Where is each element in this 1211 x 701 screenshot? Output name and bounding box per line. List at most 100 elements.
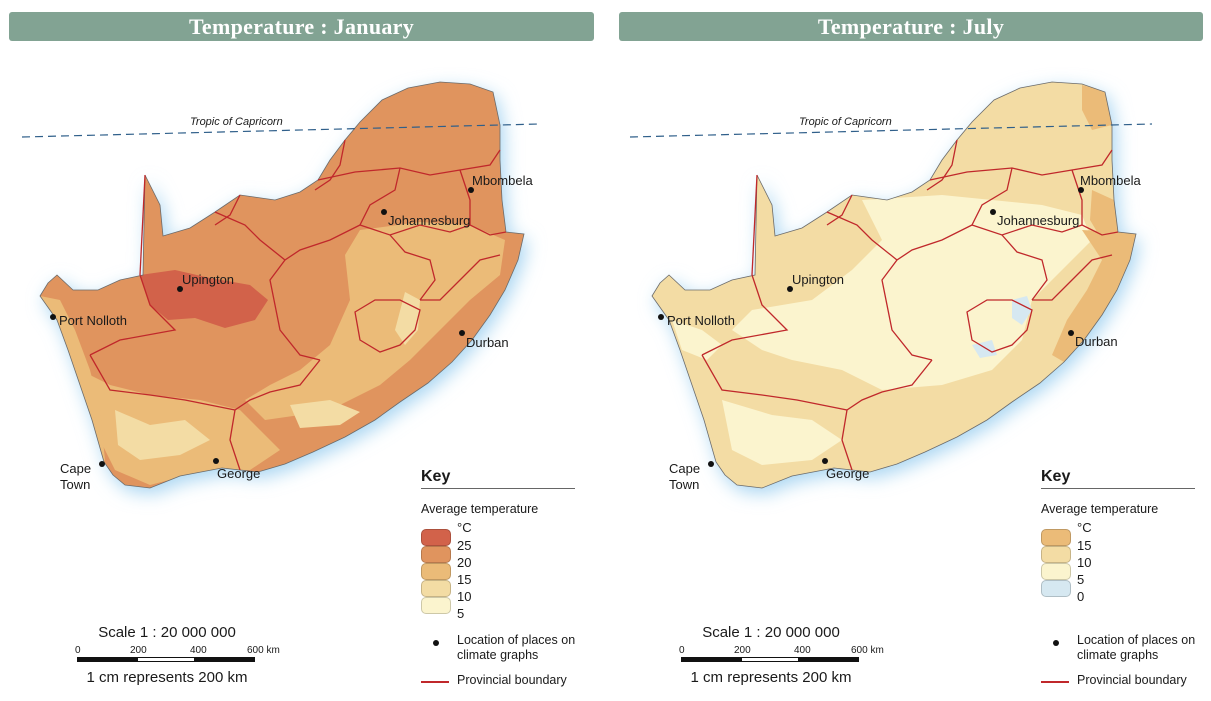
scale-segment — [195, 657, 255, 662]
boundary-line-icon — [421, 681, 449, 683]
scale-tick: 400 — [794, 645, 811, 656]
zone-5-interior — [732, 195, 1092, 390]
key-title: Key — [1041, 468, 1195, 489]
place-dot — [658, 314, 664, 320]
zone-10-west-cape — [115, 410, 210, 460]
tropic-line — [629, 123, 1153, 138]
swatch-10 — [1041, 546, 1071, 563]
key-boundary-label: Provincial boundary — [457, 673, 567, 687]
place-durban: Durban — [466, 335, 509, 350]
location-dot-icon — [433, 640, 439, 646]
place-dot — [50, 314, 56, 320]
zone-0-lesotho-a — [1012, 296, 1032, 325]
swatch-5 — [1041, 563, 1071, 580]
scale-segment — [741, 657, 799, 662]
key-tick: 15 — [457, 572, 472, 587]
map-scale: Scale 1 : 20 000 000 0 200 400 600 km 1 … — [57, 624, 280, 686]
scale-bar: 0 200 400 600 km — [679, 645, 884, 667]
place-dot — [177, 286, 183, 292]
key-subtitle: Average temperature — [421, 502, 539, 516]
zone-5-west — [672, 320, 722, 360]
scale-segment — [681, 657, 741, 662]
scale-tick: 200 — [734, 645, 751, 656]
key-tick: 15 — [1077, 538, 1092, 553]
place-mbombela: Mbombela — [1080, 173, 1141, 188]
coastline — [651, 81, 1137, 489]
july-temperature-map — [629, 81, 1153, 494]
map-key: Key Average temperature °C 15 10 5 0 Loc… — [1041, 468, 1201, 687]
key-tick: 5 — [457, 606, 465, 621]
key-tick: 10 — [1077, 555, 1092, 570]
place-cape-town: Cape — [669, 461, 701, 476]
january-map-panel: Temperature : January — [0, 0, 600, 701]
place-durban: Durban — [1075, 334, 1118, 349]
swatch-25 — [421, 529, 451, 546]
tropic-label: Tropic of Capricorn — [190, 116, 283, 128]
place-dot — [381, 209, 387, 215]
place-johannesburg: Johannesburg — [997, 213, 1080, 228]
swatch-0 — [1041, 580, 1071, 597]
place-cape-town-line2: Town — [669, 477, 700, 492]
key-swatches: °C 25 20 15 10 5 — [421, 521, 581, 620]
swatch-15 — [1041, 529, 1071, 546]
key-tick: 5 — [1077, 572, 1085, 587]
place-upington: Upington — [182, 272, 235, 287]
key-tick: 0 — [1077, 589, 1085, 604]
place-dot — [822, 458, 828, 464]
key-tick: 10 — [457, 589, 472, 604]
zone-15-north — [1082, 85, 1112, 130]
zone-5-west-cape — [722, 400, 842, 465]
scale-tick: 400 — [190, 645, 207, 656]
scale-tick: 600 km — [247, 645, 280, 656]
tropic-line — [21, 123, 541, 138]
key-boundary-label: Provincial boundary — [1077, 673, 1187, 687]
provincial-boundaries — [701, 139, 1119, 471]
scale-tick: 600 km — [851, 645, 884, 656]
key-unit: °C — [1077, 520, 1092, 535]
place-dot — [1078, 187, 1084, 193]
key-tick: 25 — [457, 538, 472, 553]
zone-15-east-coast — [1052, 230, 1136, 362]
key-location-label: Location of places on climate graphs — [1077, 633, 1196, 662]
key-tick: 20 — [457, 555, 472, 570]
swatch-5 — [421, 597, 451, 614]
january-temperature-map — [21, 81, 541, 494]
place-dot — [990, 209, 996, 215]
place-dot — [213, 458, 219, 464]
swatch-15 — [421, 563, 451, 580]
place-dot — [99, 461, 105, 467]
scale-ratio: Scale 1 : 20 000 000 — [702, 624, 840, 641]
swatch-20 — [421, 546, 451, 563]
place-port-nolloth: Port Nolloth — [667, 313, 735, 328]
place-cape-town: Cape — [60, 461, 92, 476]
provincial-boundaries — [89, 139, 507, 471]
zone-15-interior — [245, 222, 505, 420]
swatch-10 — [421, 580, 451, 597]
scale-ratio: Scale 1 : 20 000 000 — [98, 624, 236, 641]
place-port-nolloth: Port Nolloth — [59, 313, 127, 328]
zone-25 — [140, 270, 268, 328]
key-title: Key — [421, 468, 575, 489]
place-upington: Upington — [792, 272, 845, 287]
map-key: Key Average temperature °C 25 20 15 10 5… — [421, 468, 581, 687]
scale-tick: 0 — [75, 645, 81, 656]
scale-tick: 200 — [130, 645, 147, 656]
map-title: Temperature : January — [9, 12, 594, 41]
map-title: Temperature : July — [619, 12, 1203, 41]
place-dot — [468, 187, 474, 193]
scale-tick: 0 — [679, 645, 685, 656]
place-dot — [1068, 330, 1074, 336]
place-dot — [787, 286, 793, 292]
scale-caption: 1 cm represents 200 km — [86, 669, 248, 686]
place-dot — [708, 461, 714, 467]
zone-15-lowveld — [1090, 190, 1118, 240]
scale-segment — [77, 657, 137, 662]
location-dot-icon — [1053, 640, 1059, 646]
scale-caption: 1 cm represents 200 km — [690, 669, 852, 686]
july-map-panel: Temperature : July — [612, 0, 1211, 701]
scale-segment — [799, 657, 859, 662]
place-george: George — [826, 466, 870, 481]
tropic-label: Tropic of Capricorn — [799, 116, 892, 128]
place-mbombela: Mbombela — [472, 173, 533, 188]
key-subtitle: Average temperature — [1041, 502, 1159, 516]
